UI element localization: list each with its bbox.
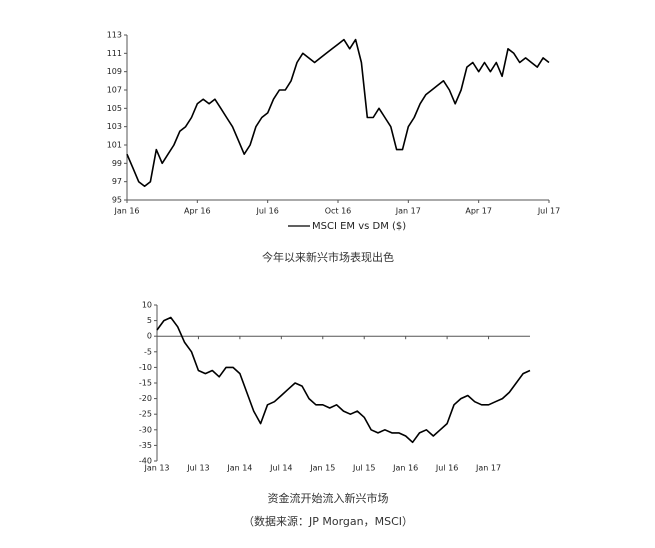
y-tick-label: 107 (107, 86, 122, 95)
x-tick-label: Jan 16 (113, 207, 139, 216)
x-tick-label: Apr 17 (465, 207, 492, 216)
chart-caption: 今年以来新兴市场表现出色 (262, 250, 394, 264)
y-tick-label: 97 (112, 177, 122, 186)
y-tick-label: 95 (112, 196, 122, 205)
y-tick-label: -35 (139, 441, 152, 450)
y-tick-label: -20 (139, 394, 152, 403)
x-tick-label: Jul 14 (269, 464, 292, 473)
x-tick-label: Jul 16 (255, 207, 278, 216)
y-tick-label: 109 (107, 67, 122, 76)
x-tick-label: Jul 15 (352, 464, 375, 473)
y-tick-label: 10 (142, 301, 152, 310)
y-tick-label: -10 (139, 363, 152, 372)
x-tick-label: Oct 16 (325, 207, 352, 216)
y-tick-label: 105 (107, 104, 122, 113)
x-tick-label: Jan 14 (226, 464, 252, 473)
y-tick-label: -5 (144, 347, 152, 356)
x-tick-label: Jan 15 (309, 464, 335, 473)
y-tick-label: -40 (139, 457, 152, 466)
y-tick-label: 0 (147, 332, 152, 341)
source-note: （数据来源：JP Morgan，MSCI） (243, 514, 413, 528)
x-tick-label: Jul 13 (186, 464, 209, 473)
y-tick-label: -25 (139, 410, 152, 419)
series-line (156, 316, 531, 444)
x-tick-label: Jul 16 (435, 464, 458, 473)
x-tick-label: Jan 17 (395, 207, 421, 216)
y-tick-label: 5 (147, 316, 152, 325)
y-tick-label: -15 (139, 379, 152, 388)
y-tick-label: 99 (112, 159, 122, 168)
y-tick-label: -30 (139, 425, 152, 434)
x-tick-label: Jan 16 (392, 464, 418, 473)
x-tick-label: Jan 13 (143, 464, 169, 473)
x-tick-label: Jul 17 (537, 207, 560, 216)
y-tick-label: 103 (107, 122, 122, 131)
y-tick-label: 113 (107, 31, 122, 40)
chart-caption: 资金流开始流入新兴市场 (268, 491, 389, 505)
series-line (126, 38, 550, 188)
x-tick-label: Apr 16 (184, 207, 211, 216)
y-tick-label: 101 (107, 141, 122, 150)
legend-label: MSCI EM vs DM ($) (312, 221, 406, 232)
x-tick-label: Jan 17 (475, 464, 501, 473)
y-tick-label: 111 (107, 49, 122, 58)
